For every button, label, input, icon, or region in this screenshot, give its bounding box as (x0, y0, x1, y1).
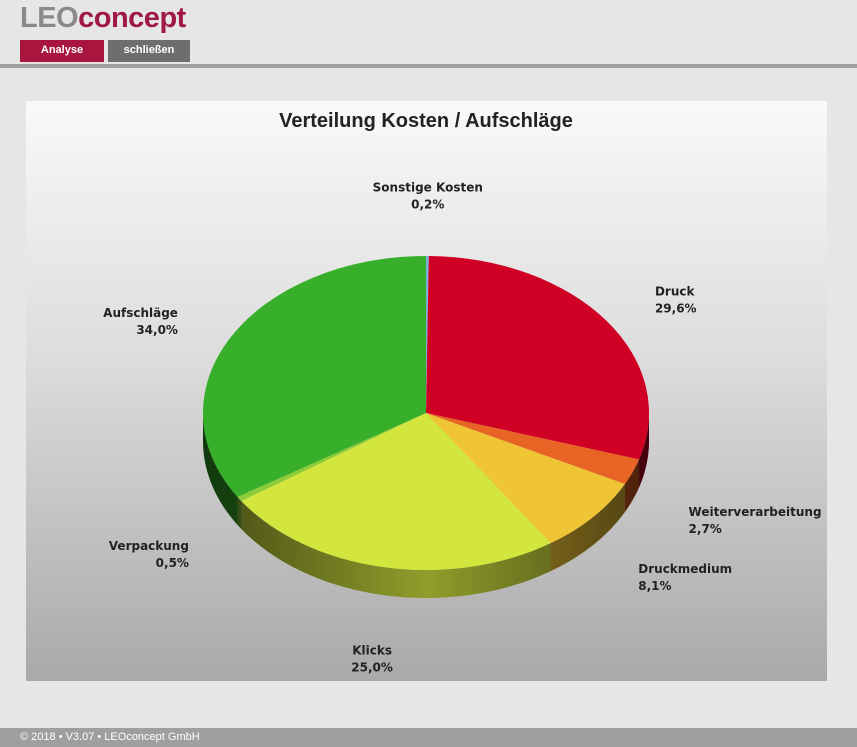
pie-slice-aufschl-ge[interactable] (203, 256, 426, 497)
pie-slice-klicks[interactable] (241, 413, 551, 570)
close-button[interactable]: schließen (108, 40, 190, 62)
slice-label-verpackung: Verpackung (109, 539, 189, 553)
slice-label-klicks: Klicks (352, 644, 392, 658)
logo-part-concept: concept (78, 2, 186, 34)
slice-value-aufschl-ge: 34,0% (136, 323, 178, 337)
pie-slice-druckmedium[interactable] (426, 413, 625, 544)
app-header: LEOconcept Analyse schließen (0, 0, 857, 68)
chart-panel: Verteilung Kosten / Aufschläge Sonstige … (26, 101, 827, 681)
pie-3d-sides (203, 413, 649, 598)
slice-value-druck: 29,6% (655, 302, 697, 316)
header-divider (0, 64, 857, 68)
slice-value-verpackung: 0,5% (156, 556, 189, 570)
leoconcept-logo: LEOconcept (20, 1, 186, 35)
slice-value-sonstige-kosten: 0,2% (411, 198, 444, 212)
logo-part-leo: LEO (20, 2, 79, 34)
slice-label-weiterverarbeitung: Weiterverarbeitung (689, 505, 822, 519)
slice-value-weiterverarbeitung: 2,7% (689, 522, 722, 536)
pie-labels: Sonstige Kosten 0,2% Druck 29,6% Weiterverar… (103, 181, 821, 675)
pie-slices (203, 256, 650, 570)
footer-copyright: © 2018 • V3.07 • LEOconcept GmbH (20, 731, 200, 743)
pie-slice-weiterverarbeitung[interactable] (426, 413, 640, 484)
slice-value-klicks: 25,0% (351, 661, 393, 675)
pie-slice-druck[interactable] (426, 256, 650, 460)
pie-slice-sonstige-kosten[interactable] (426, 256, 429, 413)
tab-analyse[interactable]: Analyse (20, 40, 104, 62)
footer: © 2018 • V3.07 • LEOconcept GmbH (0, 728, 857, 747)
slice-label-sonstige-kosten: Sonstige Kosten (373, 181, 483, 195)
pie-side-shading (203, 413, 649, 598)
pie-slice-verpackung[interactable] (237, 413, 426, 501)
slice-label-druck: Druck (655, 285, 696, 299)
slice-value-druckmedium: 8,1% (638, 579, 671, 593)
slice-label-druckmedium: Druckmedium (638, 562, 732, 576)
chart-title: Verteilung Kosten / Aufschläge (279, 110, 573, 132)
pie-chart: Verteilung Kosten / Aufschläge Sonstige … (103, 110, 821, 675)
slice-label-aufschl-ge: Aufschläge (103, 306, 178, 320)
